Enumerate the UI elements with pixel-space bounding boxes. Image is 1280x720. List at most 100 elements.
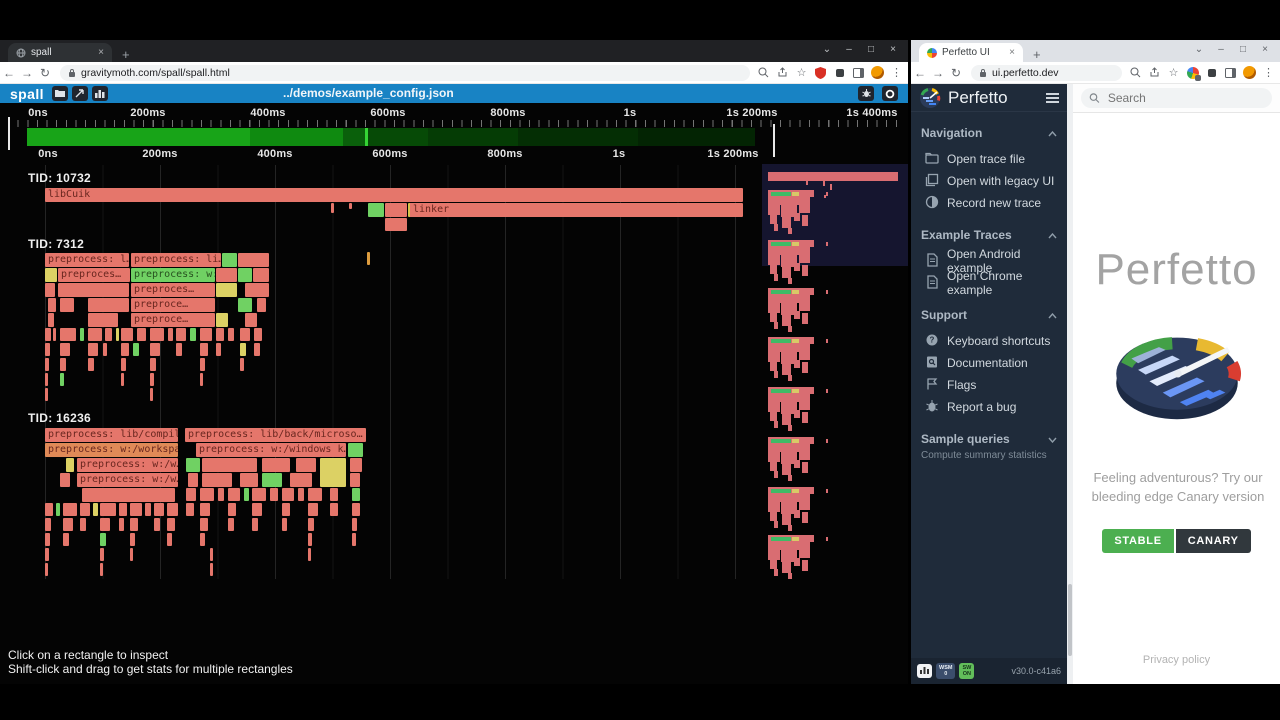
overview-thumbnail[interactable]: [771, 192, 791, 196]
overview-thumbnail[interactable]: [768, 205, 780, 215]
flame-rect[interactable]: [66, 458, 74, 472]
flame-rect[interactable]: [45, 328, 51, 341]
flame-rect[interactable]: preprocess: lib/back/microso…: [185, 428, 366, 442]
overview-thumbnail[interactable]: [768, 502, 780, 512]
flame-rect[interactable]: [385, 203, 407, 217]
search-input[interactable]: [1105, 90, 1264, 106]
overview-thumbnail[interactable]: [794, 263, 800, 271]
close-icon[interactable]: ×: [1262, 44, 1268, 55]
flame-rect[interactable]: [254, 328, 262, 341]
flame-rect[interactable]: [350, 458, 362, 472]
overview-thumbnail[interactable]: [768, 535, 814, 542]
pin-extension-icon[interactable]: [1204, 65, 1219, 80]
zoom-icon[interactable]: [756, 65, 771, 80]
overview-thumbnail[interactable]: [794, 410, 800, 418]
overview-thumbnail[interactable]: [826, 439, 828, 443]
overview-thumbnail[interactable]: [774, 274, 778, 281]
overview-thumbnail[interactable]: [792, 242, 799, 246]
overview-thumbnail[interactable]: [782, 315, 791, 326]
flame-rect[interactable]: [352, 518, 357, 531]
flame-rect[interactable]: [100, 548, 104, 561]
flame-rect[interactable]: [252, 488, 266, 501]
overview-thumbnail[interactable]: [768, 190, 814, 197]
overview-thumbnail[interactable]: [770, 462, 777, 471]
flame-rect[interactable]: [210, 548, 213, 561]
flame-rect[interactable]: [100, 518, 110, 531]
bug-report-button[interactable]: [858, 86, 874, 101]
overview-thumbnail[interactable]: [782, 464, 791, 475]
flame-rect[interactable]: [63, 518, 73, 531]
flame-rect[interactable]: [228, 518, 234, 531]
flame-rect[interactable]: preprocess: lib/compila…: [45, 428, 178, 442]
flame-rect[interactable]: [150, 328, 164, 341]
overview-thumbnail[interactable]: [792, 537, 799, 541]
flame-rect[interactable]: [257, 298, 266, 312]
minimap-activity-bar[interactable]: [27, 128, 250, 146]
flame-rect[interactable]: [252, 503, 262, 516]
flame-rect[interactable]: [121, 343, 129, 356]
flame-rect[interactable]: [45, 358, 49, 371]
overview-thumbnail[interactable]: [771, 389, 791, 393]
flame-rect[interactable]: [282, 503, 290, 516]
overview-thumbnail[interactable]: [802, 265, 808, 276]
flame-rect[interactable]: [45, 533, 50, 546]
flame-rect[interactable]: [385, 218, 407, 231]
overview-thumbnail[interactable]: [788, 475, 792, 481]
flame-rect[interactable]: [154, 503, 164, 516]
minimap-activity-bar[interactable]: [518, 128, 638, 146]
flame-rect[interactable]: [200, 503, 210, 516]
flame-rect[interactable]: [121, 373, 124, 386]
overview-thumbnail[interactable]: [774, 322, 778, 329]
overview-trace-bar[interactable]: [768, 172, 898, 181]
overview-thumbnail[interactable]: [794, 213, 800, 221]
section-header-support[interactable]: Support: [921, 308, 1057, 322]
reload-icon[interactable]: ↻: [950, 65, 962, 80]
flame-rect[interactable]: [252, 518, 258, 531]
flame-rect[interactable]: [93, 503, 98, 516]
flame-rect[interactable]: [240, 328, 250, 341]
section-header-navigation[interactable]: Navigation: [921, 126, 1057, 140]
sidebar-item-open-with-legacy-ui[interactable]: Open with legacy UI: [921, 170, 1057, 192]
overview-thumbnail[interactable]: [788, 326, 792, 332]
flame-rect[interactable]: [216, 268, 237, 282]
overview-thumbnail[interactable]: [799, 255, 810, 263]
maximize-icon[interactable]: □: [1239, 44, 1247, 55]
flame-rect[interactable]: [105, 328, 112, 341]
flame-rect[interactable]: [100, 503, 116, 516]
flame-rect[interactable]: [116, 328, 119, 341]
overview-thumbnail[interactable]: [794, 360, 800, 368]
sidebar-item-record-new-trace[interactable]: Record new trace: [921, 192, 1057, 214]
overview-thumbnail[interactable]: [770, 362, 777, 371]
flame-rect[interactable]: [228, 503, 236, 516]
overview-thumbnail[interactable]: [782, 217, 791, 228]
overview-thumbnail[interactable]: [771, 339, 791, 343]
overview-thumbnail[interactable]: [768, 303, 780, 313]
flame-rect[interactable]: [45, 563, 48, 576]
overview-thumbnail[interactable]: [802, 215, 808, 226]
forward-icon[interactable]: →: [21, 65, 33, 80]
overview-thumbnail[interactable]: [792, 339, 799, 343]
flame-rect[interactable]: [308, 518, 314, 531]
flame-rect[interactable]: [167, 518, 175, 531]
flame-rect[interactable]: [88, 313, 118, 327]
flame-rect[interactable]: [240, 358, 244, 371]
overview-thumbnail[interactable]: [770, 560, 777, 569]
flame-rect[interactable]: [63, 533, 69, 546]
minimap-activity-bar[interactable]: [343, 128, 365, 146]
overview-thumbnail[interactable]: [770, 265, 777, 274]
flame-rect[interactable]: [200, 358, 205, 371]
flame-rect[interactable]: [202, 473, 232, 487]
url-bar[interactable]: gravitymoth.com/spall/spall.html: [60, 64, 750, 81]
overview-thumbnail[interactable]: [771, 242, 791, 246]
window-menu-icon[interactable]: ⌄: [822, 44, 832, 55]
flame-rect[interactable]: [290, 473, 312, 487]
flame-rect[interactable]: [190, 328, 196, 341]
flame-rect[interactable]: [240, 473, 258, 487]
overview-trace-bar[interactable]: [823, 181, 825, 186]
overview-thumbnail[interactable]: [768, 288, 814, 295]
side-panel-icon[interactable]: [1223, 65, 1238, 80]
overview-thumbnail[interactable]: [792, 489, 799, 493]
flame-rect[interactable]: [45, 373, 48, 386]
flame-rect[interactable]: [103, 343, 107, 356]
sidebar-item-open-trace-file[interactable]: Open trace file: [921, 148, 1057, 170]
